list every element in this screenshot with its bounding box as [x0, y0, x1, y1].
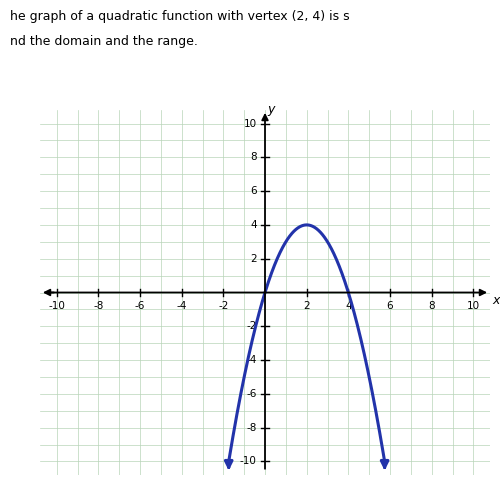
Text: 10: 10: [467, 301, 480, 311]
Text: 4: 4: [250, 220, 256, 230]
Text: -10: -10: [48, 301, 65, 311]
Text: 10: 10: [244, 118, 256, 128]
Text: 6: 6: [386, 301, 394, 311]
Text: -4: -4: [176, 301, 187, 311]
Text: 2: 2: [304, 301, 310, 311]
Text: -2: -2: [246, 322, 256, 332]
Text: -4: -4: [246, 355, 256, 365]
Text: 6: 6: [250, 186, 256, 196]
Text: -2: -2: [218, 301, 228, 311]
Text: nd the domain and the range.: nd the domain and the range.: [10, 35, 198, 48]
Text: he graph of a quadratic function with vertex (2, 4) is s: he graph of a quadratic function with ve…: [10, 10, 349, 23]
Text: x: x: [492, 294, 500, 308]
Text: -8: -8: [246, 422, 256, 432]
Text: -6: -6: [135, 301, 145, 311]
Text: -8: -8: [93, 301, 104, 311]
Text: 2: 2: [250, 254, 256, 264]
Text: 8: 8: [428, 301, 435, 311]
Text: 4: 4: [345, 301, 352, 311]
Text: -6: -6: [246, 389, 256, 399]
Text: 8: 8: [250, 152, 256, 162]
Text: -10: -10: [240, 456, 256, 466]
Text: y: y: [268, 104, 275, 117]
